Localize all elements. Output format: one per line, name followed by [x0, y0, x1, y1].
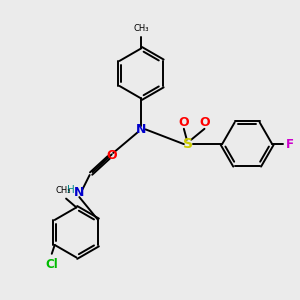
Text: CH₃: CH₃	[56, 186, 71, 195]
Text: F: F	[285, 138, 293, 151]
Text: N: N	[74, 186, 85, 199]
Text: S: S	[183, 137, 193, 151]
Text: O: O	[106, 149, 117, 162]
Text: N: N	[136, 123, 146, 136]
Text: CH₃: CH₃	[134, 24, 149, 33]
Text: H: H	[67, 185, 75, 195]
Text: O: O	[199, 116, 210, 129]
Text: O: O	[178, 116, 189, 129]
Text: Cl: Cl	[45, 258, 58, 271]
